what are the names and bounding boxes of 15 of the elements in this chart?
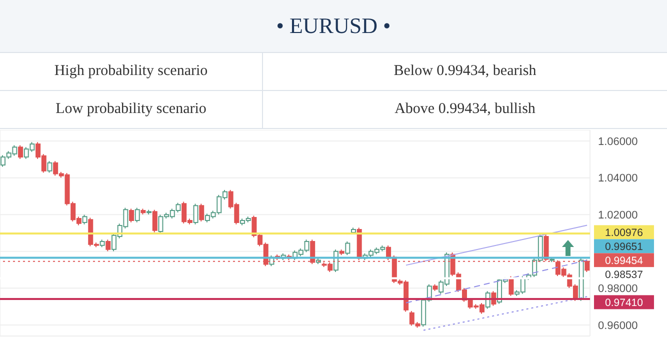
y-tick-label: 1.02000 [598, 210, 638, 222]
text: Above 0.99434, bullish [394, 100, 536, 119]
ref-line-label: 1.00976 [605, 227, 644, 240]
text: Low probability scenario [0, 91, 263, 128]
chart-title: • EURUSD • [0, 0, 667, 53]
text: Below 0.99434, bearish [392, 62, 538, 81]
ref-line-label: 0.99651 [605, 241, 644, 254]
y-tick-label: 1.04000 [598, 172, 638, 185]
ref-line-label: 0.97410 [605, 297, 644, 310]
y-tick-label: 0.98000 [598, 283, 638, 296]
text: High probability scenario [0, 53, 263, 90]
y-tick-label: 1.06000 [598, 136, 638, 148]
ref-line-label: 0.99454 [605, 255, 644, 268]
y-tick-label: 0.96000 [598, 320, 638, 332]
ref-line-label: 0.98537 [605, 269, 644, 282]
